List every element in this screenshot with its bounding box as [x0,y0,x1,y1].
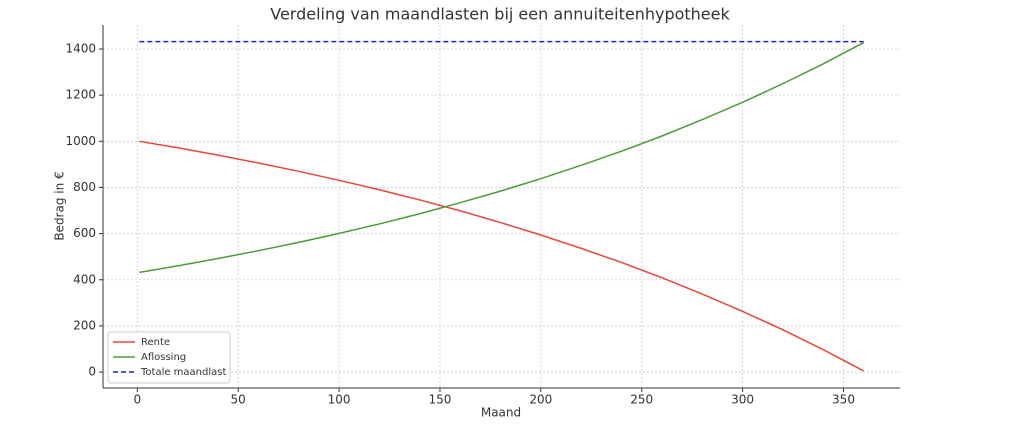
y-axis-label: Bedrag in € [53,171,67,240]
legend-label: Aflossing [141,352,186,363]
legend-label: Rente [141,337,170,348]
x-tick-label: 200 [529,393,552,407]
legend-label: Totale maandlast [140,367,226,378]
x-tick-label: 300 [731,393,754,407]
line-series [139,41,865,274]
y-tick-label: 1000 [65,134,96,148]
y-tick-label: 200 [73,318,96,332]
y-tick-label: 800 [73,180,96,194]
y-tick-label: 400 [73,272,96,286]
y-tick-label: 1200 [65,88,96,102]
x-tick-label: 250 [630,393,653,407]
x-axis-label: Maand [481,406,521,420]
x-tick-label: 350 [832,393,855,407]
x-tick-label: 0 [133,393,141,407]
x-tick-label: 50 [231,393,246,407]
chart-title: Verdeling van maandlasten bij een annuit… [270,5,730,24]
y-tick-label: 0 [88,365,96,379]
y-tick-label: 600 [73,226,96,240]
x-tick-label: 100 [328,393,351,407]
x-tick-label: 150 [429,393,452,407]
y-tick-label: 1400 [65,42,96,56]
line-series [139,140,865,372]
legend-box [107,331,231,384]
